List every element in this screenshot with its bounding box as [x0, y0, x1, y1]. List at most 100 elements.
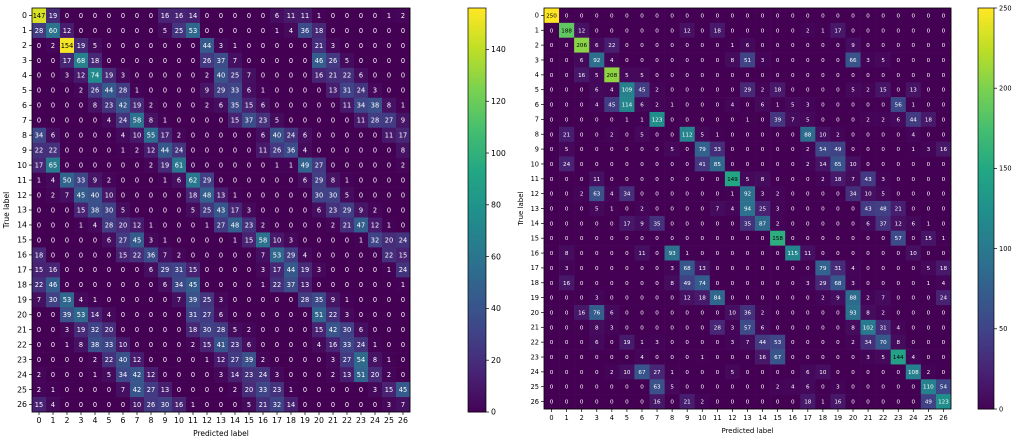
cell-value-label: 5: [595, 207, 599, 213]
heatmap-cell: [32, 307, 47, 323]
cell-value-label: 0: [317, 221, 321, 229]
cell-value-label: 0: [927, 73, 931, 79]
cell-value-label: 0: [247, 311, 251, 319]
cell-value-label: 0: [821, 58, 825, 64]
heatmap-cell: [32, 352, 47, 368]
cell-value-label: 12: [371, 221, 379, 229]
cell-value-label: 0: [303, 401, 307, 409]
x-tick-label: 3: [79, 416, 84, 425]
colorbar-segment: [978, 261, 994, 266]
cell-value-label: 5: [851, 88, 855, 94]
cell-value-label: 0: [655, 325, 659, 331]
cell-value-label: 88: [849, 296, 857, 302]
y-tick-label: 6: [22, 101, 27, 110]
cell-value-label: 40: [119, 356, 127, 364]
cell-value-label: 4: [51, 401, 55, 409]
colorbar-segment: [468, 236, 486, 241]
heatmap-cell: [270, 262, 285, 278]
colorbar-segment: [978, 128, 994, 133]
cell-value-label: 0: [806, 355, 810, 361]
cell-value-label: 0: [275, 326, 279, 334]
cell-value-label: 0: [655, 43, 659, 49]
cell-value-label: 0: [247, 12, 251, 20]
cell-value-label: 0: [37, 87, 41, 95]
cell-value-label: 0: [345, 147, 349, 155]
cell-value-label: 0: [261, 341, 265, 349]
cell-value-label: 45: [608, 103, 616, 109]
cell-value-label: 0: [580, 162, 584, 168]
heatmap-cell: [32, 217, 47, 233]
cell-value-label: 0: [219, 401, 223, 409]
cell-value-label: 6: [303, 132, 307, 140]
heatmap-cell: [200, 232, 215, 248]
cell-value-label: 0: [655, 355, 659, 361]
y-tick-label: 3: [535, 56, 539, 64]
cell-value-label: 0: [219, 147, 223, 155]
heatmap-cell: [284, 8, 299, 24]
cell-value-label: 0: [65, 206, 69, 214]
cell-value-label: 149: [727, 177, 738, 183]
cell-value-label: 51: [744, 58, 752, 64]
cell-value-label: 17: [623, 221, 631, 227]
cell-value-label: 0: [387, 311, 391, 319]
colorbar-segment: [978, 395, 994, 400]
cell-value-label: 0: [331, 117, 335, 125]
heatmap-cell: [298, 337, 313, 353]
heatmap-cell: [214, 277, 229, 293]
cell-value-label: 0: [135, 72, 139, 80]
heatmap-cell: [256, 307, 271, 323]
cell-value-label: 0: [942, 88, 946, 94]
heatmap-cell: [60, 22, 75, 39]
x-tick-label: 0: [37, 416, 42, 425]
heatmap-cell: [284, 187, 299, 203]
cell-value-label: 15: [245, 236, 253, 244]
heatmap-cell: [679, 67, 696, 83]
heatmap-cell: [32, 67, 47, 84]
y-tick-label: 13: [17, 206, 27, 215]
heatmap-cell: [298, 247, 313, 263]
cell-value-label: 19: [133, 102, 141, 110]
heatmap-cell: [74, 367, 89, 383]
cell-value-label: 0: [927, 296, 931, 302]
cell-value-label: 44: [759, 340, 767, 346]
cell-value-label: 13: [910, 88, 918, 94]
cell-value-label: 0: [896, 370, 900, 376]
heatmap-cell: [102, 82, 117, 99]
cell-value-label: 0: [261, 12, 265, 20]
heatmap-cell: [396, 232, 411, 248]
cell-value-label: 0: [373, 266, 377, 274]
cell-value-label: 0: [37, 221, 41, 229]
heatmap-cell: [785, 67, 801, 83]
heatmap-cell: [172, 8, 187, 24]
heatmap-cell: [116, 157, 131, 173]
cell-value-label: 0: [121, 57, 125, 65]
heatmap-cell: [186, 307, 201, 323]
cell-value-label: 0: [866, 281, 870, 287]
heatmap-cell: [46, 8, 61, 24]
heatmap-cell: [284, 232, 299, 248]
cell-value-label: 0: [881, 13, 885, 19]
cell-value-label: 8: [565, 251, 569, 257]
heatmap-cell: [242, 307, 257, 323]
cell-value-label: 0: [345, 266, 349, 274]
heatmap-cell: [186, 292, 201, 308]
heatmap-cell: [144, 337, 159, 353]
cell-value-label: 14: [287, 401, 295, 409]
heatmap-cell: [200, 322, 215, 338]
heatmap-cell: [228, 397, 243, 413]
cell-value-label: 0: [135, 42, 139, 50]
cell-value-label: 11: [259, 147, 267, 155]
colorbar-segment: [978, 108, 994, 113]
cell-value-label: 3: [373, 87, 377, 95]
cell-value-label: 0: [177, 326, 181, 334]
cell-value-label: 74: [91, 72, 99, 80]
heatmap-cell: [830, 52, 846, 68]
colorbar-segment: [978, 178, 994, 183]
cell-value-label: 0: [791, 132, 795, 138]
cell-value-label: 88: [804, 132, 812, 138]
cell-value-label: 29: [744, 88, 752, 94]
cell-value-label: 0: [761, 117, 765, 123]
cell-value-label: 18: [315, 27, 323, 35]
cell-value-label: 0: [595, 251, 599, 257]
cell-value-label: 0: [927, 13, 931, 19]
